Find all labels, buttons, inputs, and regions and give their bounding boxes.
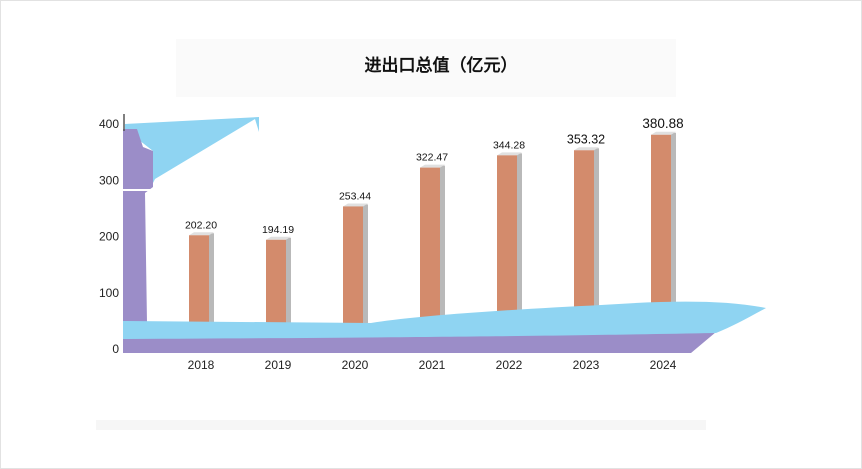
bar-2023 bbox=[574, 147, 599, 349]
y-tick-label: 0 bbox=[112, 342, 119, 356]
crane-tower bbox=[123, 129, 153, 323]
value-label: 202.20 bbox=[185, 219, 217, 231]
bar-front bbox=[343, 206, 363, 349]
bar-top bbox=[420, 164, 445, 168]
bar-side bbox=[594, 148, 599, 349]
title-backdrop bbox=[176, 39, 676, 97]
crane-arm bbox=[125, 117, 259, 187]
bar-top bbox=[189, 232, 214, 236]
crane-illustration bbox=[123, 114, 259, 323]
bar-top bbox=[574, 147, 599, 151]
bar-front bbox=[574, 150, 594, 349]
water-wave bbox=[123, 301, 766, 339]
bar-top bbox=[497, 152, 522, 156]
bar-side bbox=[286, 237, 291, 349]
bar-2019 bbox=[266, 236, 291, 349]
bar-2021 bbox=[420, 164, 445, 349]
x-axis: 2018 2019 2020 2021 2022 2023 2024 bbox=[188, 358, 677, 372]
bar-top bbox=[343, 203, 368, 207]
value-label: 344.28 bbox=[493, 139, 525, 151]
value-label: 380.88 bbox=[642, 116, 683, 131]
bar-front bbox=[189, 235, 209, 349]
bar-2020 bbox=[343, 203, 368, 349]
y-tick-label: 100 bbox=[99, 286, 119, 300]
x-tick-label: 2021 bbox=[419, 358, 446, 372]
bar-front bbox=[266, 239, 286, 349]
bar-top bbox=[266, 236, 291, 240]
y-axis: 0 100 200 300 400 bbox=[99, 117, 119, 356]
x-tick-label: 2018 bbox=[188, 358, 215, 372]
y-tick-label: 300 bbox=[99, 173, 119, 187]
bottom-strip bbox=[96, 420, 706, 430]
x-tick-label: 2019 bbox=[265, 358, 292, 372]
x-tick-label: 2023 bbox=[573, 358, 600, 372]
bar-side bbox=[671, 132, 676, 349]
bar-2022 bbox=[497, 152, 522, 349]
bar-2024 bbox=[651, 131, 676, 349]
bar-front bbox=[651, 134, 671, 349]
chart-title: 进出口总值（亿元） bbox=[365, 55, 518, 76]
x-tick-label: 2020 bbox=[342, 358, 369, 372]
x-tick-label: 2022 bbox=[496, 358, 523, 372]
ship-illustration bbox=[123, 301, 766, 353]
y-tick-label: 400 bbox=[99, 117, 119, 131]
value-label: 253.44 bbox=[339, 190, 371, 202]
x-tick-label: 2024 bbox=[650, 358, 677, 372]
bar-series: 202.20 194.19 253.44 322.47 344.28 353.32 380.… bbox=[185, 116, 684, 349]
bar-side bbox=[517, 153, 522, 349]
value-label: 353.32 bbox=[567, 132, 605, 146]
value-label: 322.47 bbox=[416, 152, 448, 164]
bar-side bbox=[440, 165, 445, 349]
y-tick-label: 200 bbox=[99, 230, 119, 244]
bar-front bbox=[420, 167, 440, 349]
bar-front bbox=[497, 155, 517, 349]
bar-2018 bbox=[189, 232, 214, 349]
value-label: 194.19 bbox=[262, 224, 294, 236]
bar-side bbox=[209, 233, 214, 349]
bar-top bbox=[651, 131, 676, 135]
bar-side bbox=[363, 204, 368, 349]
